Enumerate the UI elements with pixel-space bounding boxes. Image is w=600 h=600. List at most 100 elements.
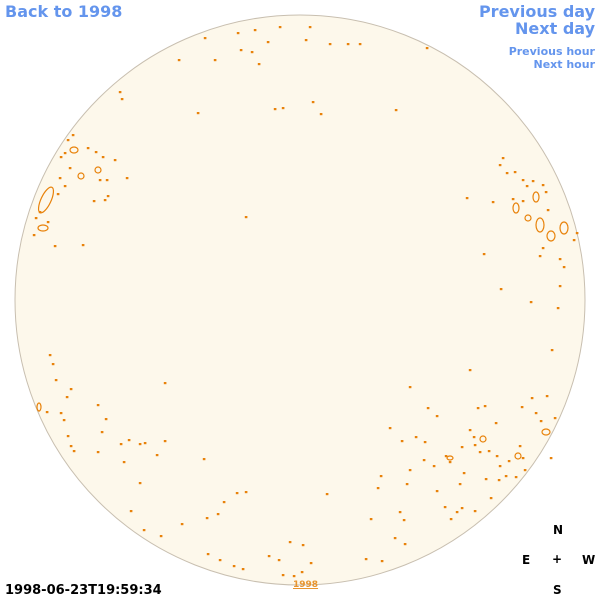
field-feature-dot bbox=[241, 568, 245, 571]
field-feature-dot bbox=[529, 301, 533, 304]
field-feature-dot bbox=[203, 37, 207, 40]
field-feature-dot bbox=[558, 258, 562, 261]
field-feature-dot bbox=[325, 493, 329, 496]
field-feature-dot bbox=[473, 444, 477, 447]
field-feature-dot bbox=[426, 407, 430, 410]
field-feature-dot bbox=[96, 404, 100, 407]
field-feature-dot bbox=[51, 363, 55, 366]
field-feature-dot bbox=[501, 157, 505, 160]
field-feature-dot bbox=[63, 152, 67, 155]
contour-region bbox=[77, 172, 85, 180]
field-feature-dot bbox=[277, 559, 281, 562]
field-feature-dot bbox=[127, 439, 131, 442]
field-feature-dot bbox=[435, 490, 439, 493]
field-feature-dot bbox=[59, 156, 63, 159]
field-feature-dot bbox=[120, 98, 124, 101]
field-feature-dot bbox=[504, 475, 508, 478]
field-feature-dot bbox=[494, 422, 498, 425]
field-feature-dot bbox=[180, 523, 184, 526]
field-feature-dot bbox=[545, 395, 549, 398]
field-feature-dot bbox=[541, 247, 545, 250]
year-link[interactable]: 1998 bbox=[293, 580, 319, 590]
solar-disk bbox=[14, 14, 586, 586]
field-feature-dot bbox=[507, 460, 511, 463]
field-feature-dot bbox=[253, 29, 257, 32]
previous-day-link[interactable]: Previous day bbox=[478, 2, 595, 21]
field-feature-dot bbox=[218, 559, 222, 562]
field-feature-dot bbox=[125, 177, 129, 180]
field-feature-dot bbox=[66, 435, 70, 438]
contour-region bbox=[532, 191, 540, 203]
field-feature-dot bbox=[408, 469, 412, 472]
field-feature-dot bbox=[159, 535, 163, 538]
field-feature-dot bbox=[54, 379, 58, 382]
field-feature-dot bbox=[266, 41, 270, 44]
field-feature-dot bbox=[498, 465, 502, 468]
field-feature-dot bbox=[292, 575, 296, 578]
field-feature-dot bbox=[56, 193, 60, 196]
magnetic-field-contours bbox=[36, 146, 569, 461]
field-feature-dot bbox=[476, 407, 480, 410]
field-feature-dot bbox=[558, 285, 562, 288]
field-feature-dot bbox=[513, 171, 517, 174]
field-feature-dot bbox=[206, 553, 210, 556]
contour-region bbox=[36, 402, 42, 412]
field-feature-dot bbox=[129, 510, 133, 513]
field-feature-dot bbox=[267, 555, 271, 558]
field-feature-dot bbox=[68, 167, 72, 170]
field-feature-dot bbox=[177, 59, 181, 62]
field-feature-dot bbox=[369, 518, 373, 521]
field-feature-dot bbox=[549, 457, 553, 460]
field-feature-dot bbox=[301, 544, 305, 547]
field-feature-dot bbox=[235, 492, 239, 495]
field-feature-dot bbox=[59, 412, 63, 415]
field-feature-dot bbox=[414, 436, 418, 439]
field-feature-dot bbox=[465, 197, 469, 200]
contour-region bbox=[446, 455, 454, 461]
field-feature-dot bbox=[521, 179, 525, 182]
previous-hour-link[interactable]: Previous hour bbox=[508, 45, 595, 58]
compass-south: S bbox=[553, 583, 562, 597]
field-feature-dot bbox=[460, 507, 464, 510]
field-feature-dot bbox=[281, 107, 285, 110]
next-hour-link[interactable]: Next hour bbox=[533, 58, 596, 71]
field-feature-dot bbox=[425, 47, 429, 50]
field-feature-dot bbox=[364, 558, 368, 561]
small-field-features bbox=[32, 26, 579, 578]
field-feature-dot bbox=[92, 200, 96, 203]
field-feature-dot bbox=[376, 487, 380, 490]
field-feature-dot bbox=[460, 446, 464, 449]
field-feature-dot bbox=[48, 354, 52, 357]
field-feature-dot bbox=[473, 510, 477, 513]
back-to-year-link[interactable]: Back to 1998 bbox=[5, 2, 123, 21]
field-feature-dot bbox=[499, 288, 503, 291]
field-feature-dot bbox=[278, 26, 282, 29]
field-feature-dot bbox=[388, 427, 392, 430]
field-feature-dot bbox=[443, 506, 447, 509]
field-feature-dot bbox=[69, 445, 73, 448]
compass-west: W bbox=[582, 553, 596, 567]
field-feature-dot bbox=[257, 63, 261, 66]
field-feature-dot bbox=[458, 483, 462, 486]
field-feature-dot bbox=[65, 396, 69, 399]
field-feature-dot bbox=[487, 450, 491, 453]
field-feature-dot bbox=[538, 255, 542, 258]
field-feature-dot bbox=[444, 455, 448, 458]
field-feature-dot bbox=[273, 108, 277, 111]
field-feature-dot bbox=[495, 455, 499, 458]
field-feature-dot bbox=[58, 177, 62, 180]
field-feature-dot bbox=[216, 513, 220, 516]
field-feature-dot bbox=[553, 417, 557, 420]
field-feature-dot bbox=[34, 217, 38, 220]
field-feature-dot bbox=[118, 91, 122, 94]
field-feature-dot bbox=[483, 405, 487, 408]
field-feature-dot bbox=[468, 429, 472, 432]
field-feature-dot bbox=[478, 451, 482, 454]
field-feature-dot bbox=[308, 26, 312, 29]
next-day-link[interactable]: Next day bbox=[515, 19, 595, 38]
field-feature-dot bbox=[46, 221, 50, 224]
field-feature-dot bbox=[66, 139, 70, 142]
field-feature-dot bbox=[69, 388, 73, 391]
field-feature-dot bbox=[205, 517, 209, 520]
field-feature-dot bbox=[196, 112, 200, 115]
